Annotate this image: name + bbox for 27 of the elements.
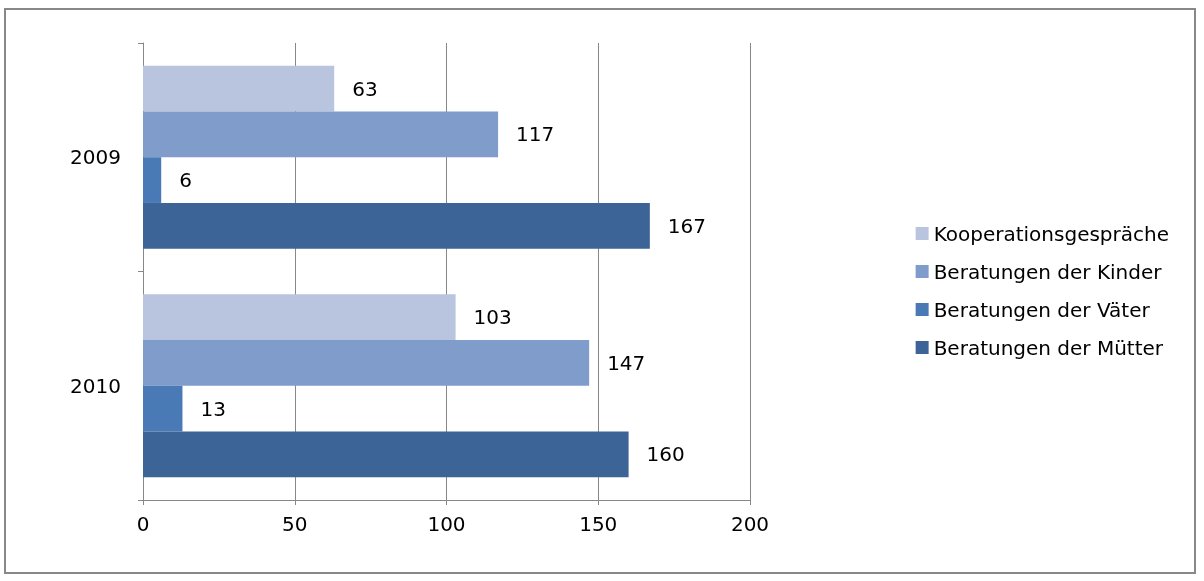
legend-label: Beratungen der Kinder (933, 259, 1163, 284)
bar (143, 431, 629, 478)
data-label: 147 (607, 350, 646, 375)
bar (143, 340, 590, 386)
x-tick-label: 200 (730, 512, 770, 536)
legend-label: Beratungen der Väter (933, 297, 1151, 322)
bar (143, 202, 650, 249)
data-label: 103 (473, 305, 512, 330)
bar (143, 157, 162, 203)
data-label: 13 (200, 396, 226, 421)
bar (143, 385, 183, 432)
x-tick-label: 0 (136, 512, 150, 536)
bar (143, 294, 456, 341)
y-tick-label: 2010 (70, 373, 121, 398)
x-tick-label: 50 (282, 512, 308, 536)
data-label: 160 (646, 442, 685, 467)
bar (143, 111, 499, 158)
x-tick-label: 150 (579, 512, 618, 536)
data-label: 167 (667, 213, 707, 238)
x-tick-label: 100 (427, 512, 466, 536)
data-label: 63 (352, 76, 378, 101)
data-label: 117 (516, 122, 555, 147)
y-tick-label: 2009 (70, 145, 121, 170)
bar (143, 65, 335, 112)
legend-label: Beratungen der Mütter (933, 335, 1164, 360)
legend-label: Kooperationsgespräche (933, 221, 1169, 246)
data-label: 6 (179, 168, 192, 193)
